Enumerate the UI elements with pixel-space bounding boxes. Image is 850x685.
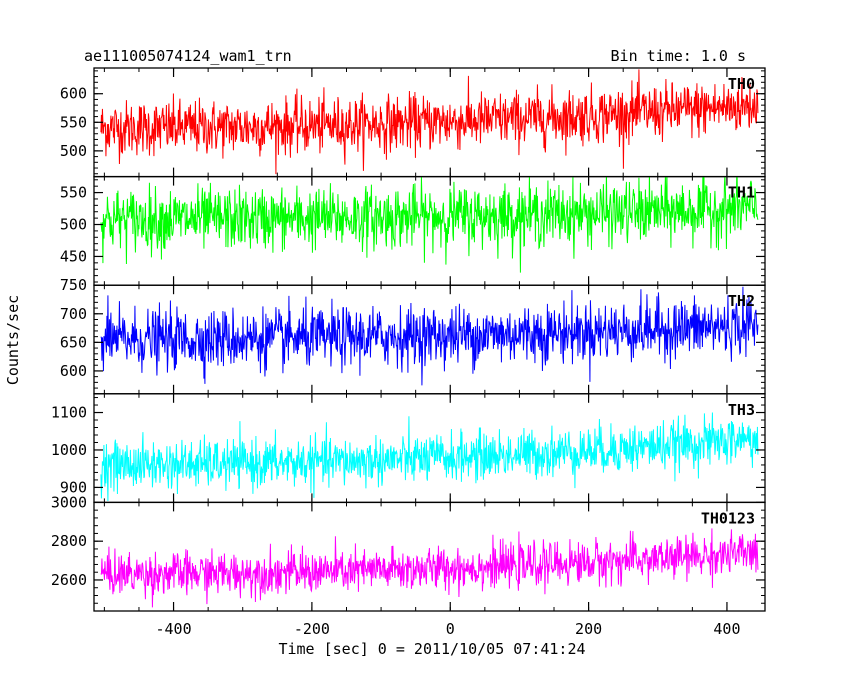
- y-tick-label: 600: [60, 362, 87, 380]
- y-tick-label: 900: [60, 478, 87, 496]
- series-line-th3: [100, 412, 759, 502]
- x-tick-label: 400: [713, 620, 740, 638]
- panel-th1: 450 500 550 TH1: [60, 175, 766, 286]
- y-tick-label: 550: [60, 184, 87, 202]
- y-tick-label: 2600: [51, 571, 87, 589]
- y-tick-label: 550: [60, 113, 87, 131]
- y-tick-label: 1000: [51, 441, 87, 459]
- series-line-th1: [100, 176, 759, 273]
- y-axis-title: Counts/sec: [4, 295, 22, 385]
- panel-th0: 500 550 600 TH0: [60, 67, 766, 178]
- x-axis: -400 -200 0 200 400: [155, 620, 740, 638]
- panel-th0123: 2600 2800 3000 TH0123: [51, 493, 766, 612]
- y-tick-label: 600: [60, 85, 87, 103]
- panel-th3: 900 1000 1100 TH3: [51, 393, 766, 504]
- y-tick-label: 500: [60, 216, 87, 234]
- x-axis-title: Time [sec] 0 = 2011/10/05 07:41:24: [278, 640, 585, 658]
- series-line-th2: [100, 286, 759, 386]
- panel-th2: 600 650 700 750 TH2: [60, 276, 766, 395]
- series-line-th0123: [100, 528, 759, 608]
- series-line-th0: [100, 69, 759, 175]
- y-tick-label: 700: [60, 305, 87, 323]
- series-name-label: TH2: [728, 292, 755, 310]
- series-name-label: TH0123: [701, 509, 755, 527]
- series-name-label: TH0: [728, 75, 755, 93]
- panels: 500 550 600 TH0 450 500 550 TH1 600 650 700 750 TH2 9…: [51, 67, 766, 612]
- x-tick-label: -400: [155, 620, 191, 638]
- y-tick-label: 3000: [51, 493, 87, 511]
- chart-title: ae111005074124_wam1_trn: [84, 47, 292, 65]
- series-name-label: TH3: [728, 401, 755, 419]
- y-tick-label: 750: [60, 276, 87, 294]
- series-name-label: TH1: [728, 184, 755, 202]
- y-tick-label: 650: [60, 333, 87, 351]
- y-tick-label: 1100: [51, 404, 87, 422]
- bin-time-label: Bin time: 1.0 s: [611, 47, 746, 65]
- y-tick-label: 2800: [51, 532, 87, 550]
- y-tick-label: 500: [60, 142, 87, 160]
- y-tick-label: 450: [60, 247, 87, 265]
- x-tick-label: 0: [446, 620, 455, 638]
- x-tick-label: -200: [294, 620, 330, 638]
- x-tick-label: 200: [575, 620, 602, 638]
